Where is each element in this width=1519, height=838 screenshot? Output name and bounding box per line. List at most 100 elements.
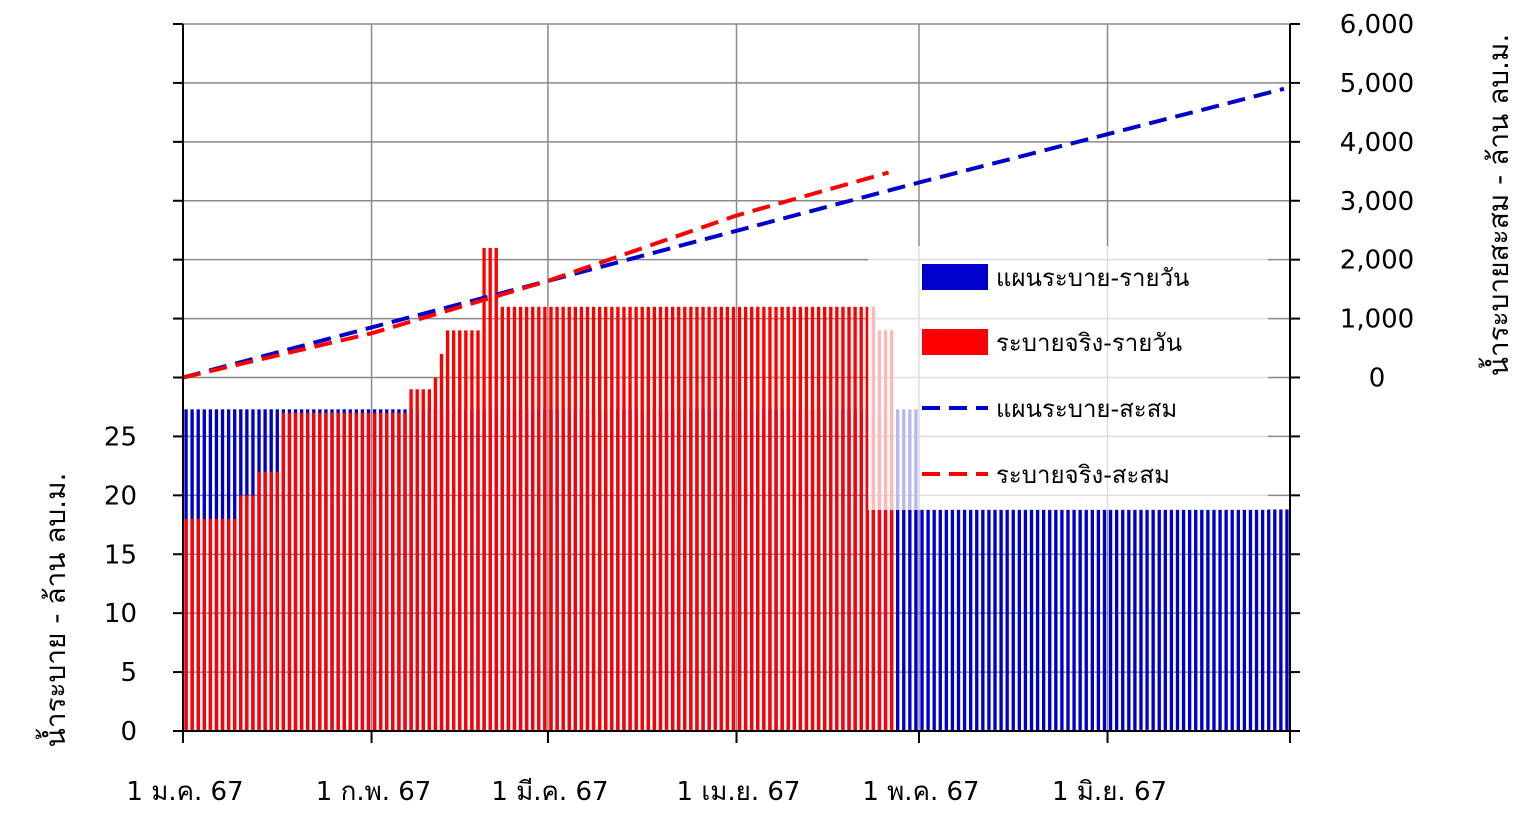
actual-daily-bar <box>804 306 809 731</box>
y-right-tick-label: 1,000 <box>1340 305 1414 335</box>
plan-daily-bar <box>1236 509 1240 731</box>
plan-daily-bar <box>1224 509 1228 731</box>
actual-daily-bar <box>366 412 371 731</box>
actual-daily-bar <box>768 306 772 731</box>
actual-daily-bar <box>239 495 243 731</box>
plan-daily-bar <box>962 509 967 731</box>
actual-daily-bar <box>616 306 620 731</box>
actual-daily-bar <box>433 377 438 731</box>
actual-daily-bar <box>269 471 273 731</box>
actual-daily-bar <box>762 306 766 731</box>
plan-daily-bar <box>1285 509 1289 731</box>
actual-daily-bar <box>670 306 675 731</box>
plan-daily-bar <box>1194 509 1198 731</box>
actual-daily-bar <box>640 306 644 731</box>
actual-daily-bar <box>543 306 547 731</box>
actual-daily-bar <box>464 330 468 731</box>
plan-daily-bar <box>1242 509 1247 731</box>
actual-daily-bar <box>512 306 517 731</box>
legend-label: ระบายจริง-สะสม <box>996 461 1170 489</box>
actual-daily-bar <box>299 412 304 731</box>
plan-daily-bar <box>1151 509 1155 731</box>
axes: 0 5 10 15 20 25 0 1,000 2,000 3,000 4,000 5,000 6,00… <box>104 10 1414 807</box>
actual-daily-bar <box>421 389 425 731</box>
actual-daily-bar <box>476 330 480 731</box>
plan-daily-bar <box>908 409 912 731</box>
actual-daily-bar <box>482 247 486 731</box>
actual-daily-bar <box>281 412 286 731</box>
plan-daily-bar <box>1175 509 1180 731</box>
y-right-tick-label: 2,000 <box>1340 246 1414 276</box>
actual-daily-bar <box>379 412 383 731</box>
actual-daily-bar <box>403 412 407 731</box>
actual-daily-bar <box>470 330 474 731</box>
actual-daily-bar <box>786 306 790 731</box>
actual-daily-bar <box>579 306 584 731</box>
plan-daily-bar <box>956 509 961 731</box>
plan-daily-bar <box>1114 509 1119 731</box>
actual-daily-bar <box>792 306 796 731</box>
actual-daily-bars <box>184 247 894 731</box>
plan-daily-bar <box>902 409 906 731</box>
y-right-tick-label: 6,000 <box>1340 10 1414 40</box>
x-tick-label: 1 พ.ค. 67 <box>862 777 979 807</box>
actual-daily-bar <box>531 306 535 731</box>
plan-daily-bar <box>1200 509 1204 731</box>
actual-daily-bar <box>306 412 310 731</box>
plan-daily-bar <box>926 509 930 731</box>
actual-daily-bar <box>312 412 316 731</box>
actual-daily-bar <box>336 412 340 731</box>
actual-daily-bar <box>397 412 401 731</box>
actual-daily-bar <box>494 247 498 731</box>
actual-daily-bar <box>458 330 462 731</box>
actual-daily-bar <box>567 306 571 731</box>
y-right-tick-label: 4,000 <box>1340 128 1414 158</box>
x-tick-label: 1 ม.ค. 67 <box>126 777 243 807</box>
plan-daily-bar <box>1157 509 1161 731</box>
actual-daily-bar <box>652 306 657 731</box>
actual-daily-bar <box>883 330 888 731</box>
plan-daily-bar <box>944 509 949 731</box>
actual-daily-bar <box>725 306 730 731</box>
actual-daily-bar <box>415 389 419 731</box>
actual-daily-bar <box>348 412 352 731</box>
plan-daily-bar <box>999 509 1003 731</box>
actual-daily-bar <box>622 306 626 731</box>
actual-daily-bar <box>573 306 577 731</box>
plan-daily-bar <box>1254 509 1259 731</box>
cumulative-lines <box>182 86 1285 380</box>
plan-daily-bar <box>1279 509 1283 731</box>
actual-daily-bar <box>634 306 638 731</box>
actual-daily-bar <box>646 306 650 731</box>
actual-daily-bar <box>798 306 803 731</box>
actual-daily-bar <box>445 330 450 731</box>
plan-daily-bar <box>1218 509 1222 731</box>
y-left-tick-label: 10 <box>104 599 137 629</box>
legend-label: ระบายจริง-รายวัน <box>996 329 1182 357</box>
actual-daily-bar <box>829 306 833 731</box>
actual-daily-bar <box>372 412 377 731</box>
actual-daily-bar <box>275 471 279 731</box>
plan-daily-bar <box>969 509 973 731</box>
plan-daily-bar <box>1169 509 1174 731</box>
plan-daily-bar <box>987 509 991 731</box>
actual-daily-bar <box>816 306 821 731</box>
actual-daily-bar <box>524 306 529 731</box>
actual-daily-bar <box>214 518 219 731</box>
y-left-tick-label: 5 <box>120 658 137 688</box>
legend: แผนระบาย-รายวันระบายจริง-รายวันแผนระบาย-… <box>922 264 1189 489</box>
actual-daily-bar <box>658 306 663 731</box>
actual-daily-bar <box>683 306 687 731</box>
actual-daily-bar <box>427 389 432 731</box>
actual-daily-bar <box>245 495 249 731</box>
actual-daily-bar <box>293 412 298 731</box>
plan-daily-bar <box>1041 509 1046 731</box>
plan-daily-bar <box>1048 509 1052 731</box>
actual-daily-bar <box>488 247 492 731</box>
actual-daily-bar <box>713 306 717 731</box>
y-left-tick-label: 0 <box>120 717 137 747</box>
plan-daily-bar <box>1181 509 1186 731</box>
plan-daily-bar <box>1187 509 1192 731</box>
plan-daily-bar <box>1139 509 1143 731</box>
plan-daily-bar <box>1005 509 1009 731</box>
